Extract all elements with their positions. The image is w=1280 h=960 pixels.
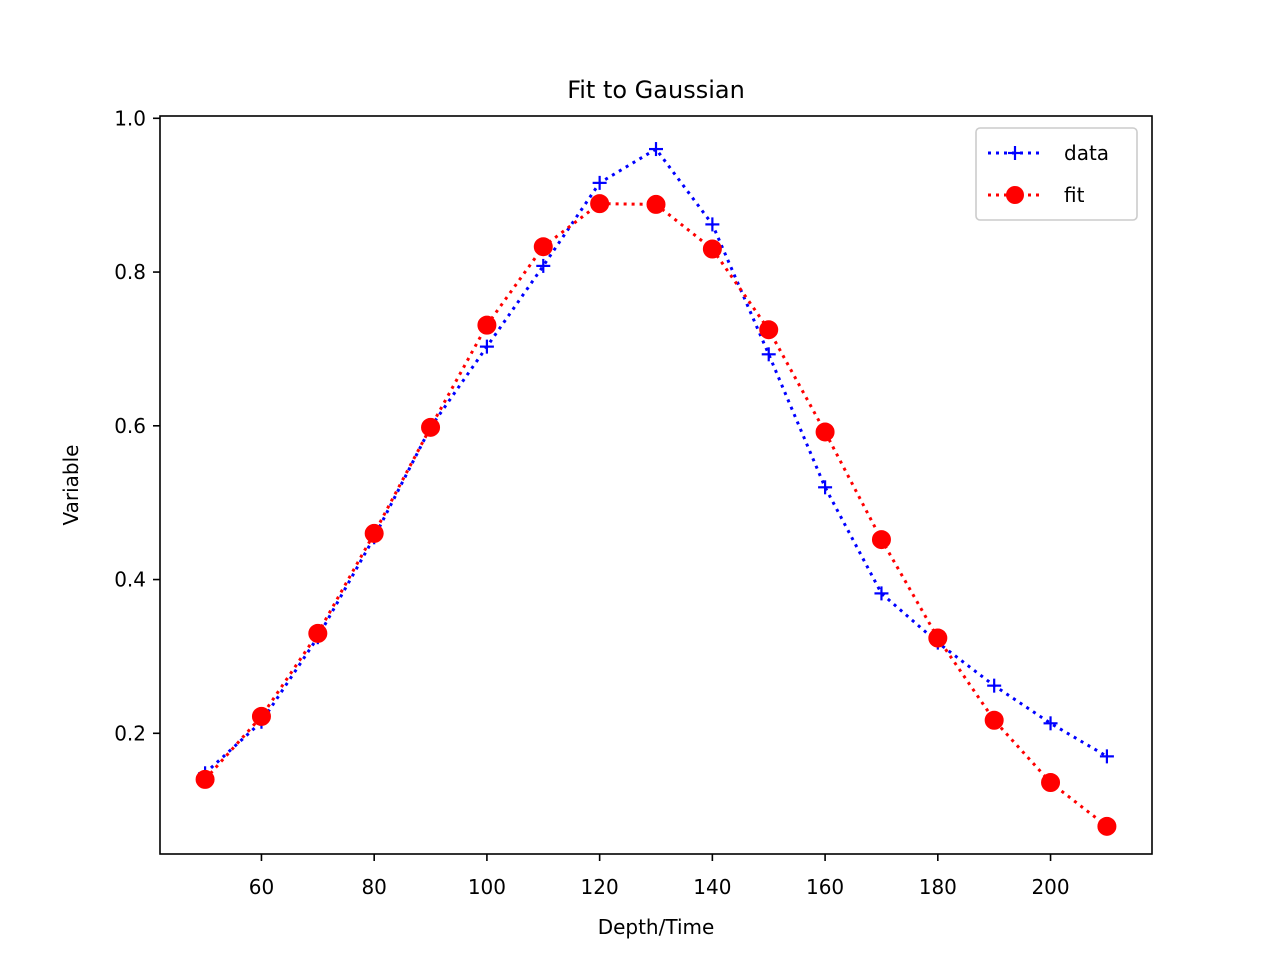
- data-point-fit: [590, 194, 610, 214]
- data-point-data: [536, 258, 551, 273]
- data-point-fit: [308, 623, 328, 643]
- data-point-data: [592, 175, 607, 190]
- legend-label-data: data: [1064, 141, 1109, 165]
- data-point-fit: [702, 239, 722, 259]
- data-point-fit: [871, 530, 891, 550]
- data-point-data: [818, 480, 833, 495]
- legend-label-fit: fit: [1064, 183, 1085, 207]
- legend: data fit: [975, 127, 1138, 221]
- data-point-fit: [533, 237, 553, 257]
- data-point-data: [479, 339, 494, 354]
- y-tick-label: 0.8: [114, 260, 146, 284]
- x-tick-label: 120: [581, 875, 619, 899]
- data-point-fit: [195, 769, 215, 789]
- x-tick-label: 140: [693, 875, 731, 899]
- x-tick-label: 180: [919, 875, 957, 899]
- x-tick-label: 160: [806, 875, 844, 899]
- y-axis-title: Variable: [59, 445, 83, 526]
- y-tick-label: 0.4: [114, 568, 146, 592]
- data-point-fit: [646, 194, 666, 214]
- legend-box: [975, 127, 1138, 221]
- data-point-data: [987, 678, 1002, 693]
- x-axis: 60 80 100 120 140 160 180 200: [249, 854, 1070, 899]
- data-point-data: [705, 217, 720, 232]
- y-tick-label: 0.2: [114, 721, 146, 745]
- series-line-data: [204, 147, 1108, 775]
- x-tick-label: 80: [361, 875, 386, 899]
- y-axis: 0.2 0.4 0.6 0.8 1.0: [114, 106, 160, 745]
- x-axis-title: Depth/Time: [598, 915, 715, 939]
- plot-area: [195, 142, 1117, 836]
- legend-marker-data: [1008, 146, 1022, 160]
- y-tick-label: 1.0: [114, 106, 146, 130]
- x-tick-label: 60: [249, 875, 274, 899]
- data-point-data: [874, 586, 889, 601]
- data-point-fit: [477, 315, 497, 335]
- data-point-fit: [984, 710, 1004, 730]
- data-point-fit: [421, 417, 441, 437]
- data-point-fit: [1097, 816, 1117, 836]
- chart-title: Fit to Gaussian: [567, 76, 745, 104]
- data-point-data: [649, 142, 663, 157]
- data-point-data: [761, 347, 776, 362]
- plot-frame: [159, 115, 1153, 855]
- data-point-fit: [251, 706, 271, 726]
- data-point-fit: [815, 422, 835, 442]
- data-point-fit: [364, 523, 384, 543]
- x-tick-label: 100: [468, 875, 506, 899]
- legend-marker-fit: [1006, 186, 1024, 204]
- data-point-data: [1043, 716, 1058, 731]
- data-point-fit: [759, 320, 779, 340]
- data-point-fit: [928, 628, 948, 648]
- data-point-fit: [1041, 773, 1061, 793]
- y-tick-label: 0.6: [114, 414, 146, 438]
- x-tick-label: 200: [1031, 875, 1069, 899]
- data-point-data: [1099, 749, 1114, 764]
